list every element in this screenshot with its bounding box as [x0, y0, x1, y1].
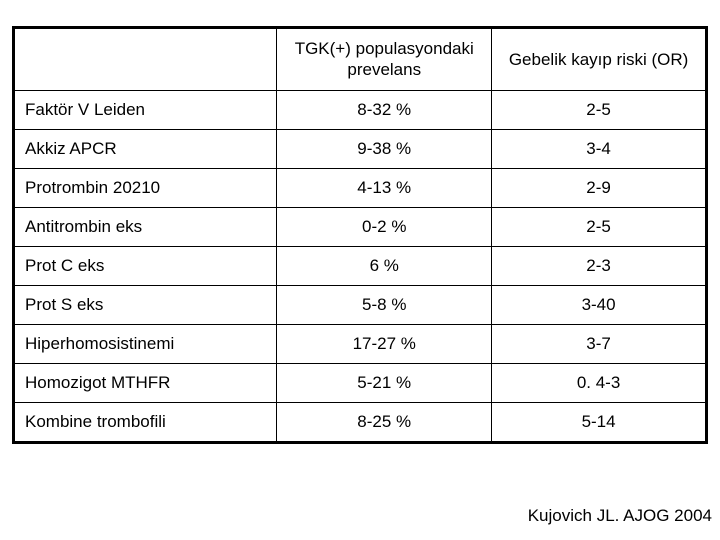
- cell-prevalence: 8-32 %: [277, 90, 492, 129]
- cell-factor: Faktör V Leiden: [14, 90, 277, 129]
- cell-prevalence: 5-21 %: [277, 363, 492, 402]
- cell-factor: Homozigot MTHFR: [14, 363, 277, 402]
- cell-factor: Protrombin 20210: [14, 168, 277, 207]
- cell-prevalence: 5-8 %: [277, 285, 492, 324]
- col-header-factor: [14, 28, 277, 91]
- table-header-row: TGK(+) populasyondaki prevelans Gebelik …: [14, 28, 707, 91]
- table-row: Homozigot MTHFR 5-21 % 0. 4-3: [14, 363, 707, 402]
- cell-or: 2-9: [492, 168, 707, 207]
- table-row: Kombine trombofili 8-25 % 5-14: [14, 402, 707, 442]
- cell-prevalence: 0-2 %: [277, 207, 492, 246]
- thrombophilia-table: TGK(+) populasyondaki prevelans Gebelik …: [12, 26, 708, 444]
- table-row: Protrombin 20210 4-13 % 2-9: [14, 168, 707, 207]
- table-row: Prot S eks 5-8 % 3-40: [14, 285, 707, 324]
- cell-prevalence: 17-27 %: [277, 324, 492, 363]
- cell-factor: Prot S eks: [14, 285, 277, 324]
- table-row: Hiperhomosistinemi 17-27 % 3-7: [14, 324, 707, 363]
- table-row: Antitrombin eks 0-2 % 2-5: [14, 207, 707, 246]
- col-header-or: Gebelik kayıp riski (OR): [492, 28, 707, 91]
- cell-or: 2-5: [492, 207, 707, 246]
- col-header-prevalence: TGK(+) populasyondaki prevelans: [277, 28, 492, 91]
- cell-factor: Hiperhomosistinemi: [14, 324, 277, 363]
- cell-or: 2-3: [492, 246, 707, 285]
- cell-factor: Antitrombin eks: [14, 207, 277, 246]
- cell-or: 5-14: [492, 402, 707, 442]
- cell-factor: Prot C eks: [14, 246, 277, 285]
- cell-or: 3-40: [492, 285, 707, 324]
- cell-or: 3-4: [492, 129, 707, 168]
- table-row: Akkiz APCR 9-38 % 3-4: [14, 129, 707, 168]
- cell-prevalence: 6 %: [277, 246, 492, 285]
- citation-text: Kujovich JL. AJOG 2004: [528, 506, 712, 526]
- cell-prevalence: 9-38 %: [277, 129, 492, 168]
- cell-prevalence: 8-25 %: [277, 402, 492, 442]
- cell-factor: Kombine trombofili: [14, 402, 277, 442]
- cell-prevalence: 4-13 %: [277, 168, 492, 207]
- table-row: Prot C eks 6 % 2-3: [14, 246, 707, 285]
- cell-or: 2-5: [492, 90, 707, 129]
- cell-factor: Akkiz APCR: [14, 129, 277, 168]
- cell-or: 0. 4-3: [492, 363, 707, 402]
- cell-or: 3-7: [492, 324, 707, 363]
- table-row: Faktör V Leiden 8-32 % 2-5: [14, 90, 707, 129]
